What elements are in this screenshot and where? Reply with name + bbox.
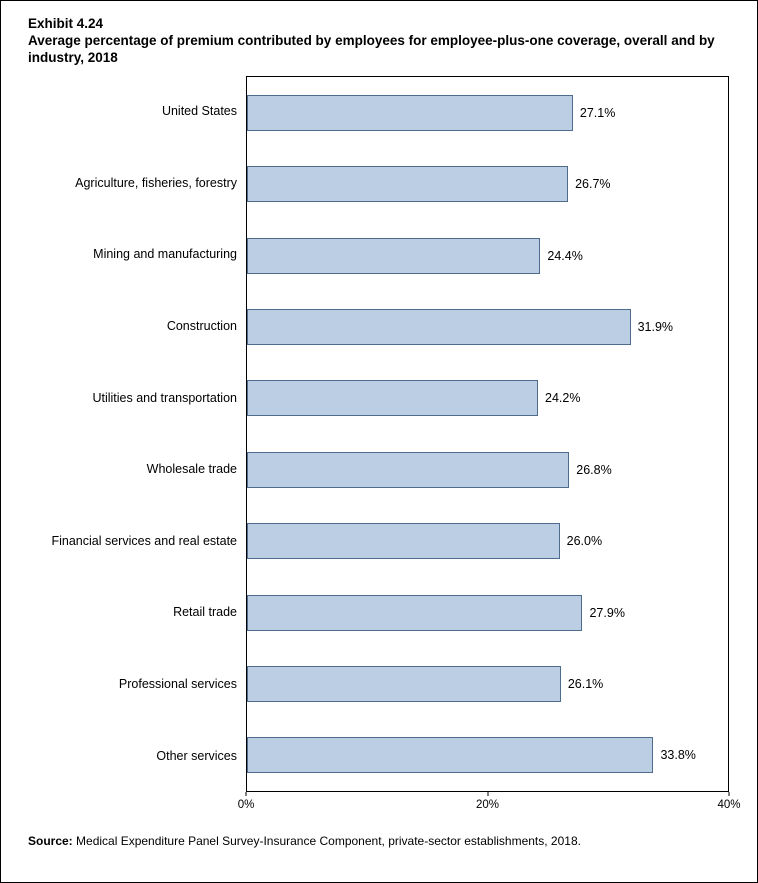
bar-row: 24.4% [247, 220, 728, 291]
category-label: Agriculture, fisheries, forestry [75, 175, 237, 190]
category-labels: United States Agriculture, fisheries, for… [29, 76, 246, 792]
bar-row: 27.9% [247, 577, 728, 648]
tick-label: 20% [475, 799, 500, 811]
category-label: Wholesale trade [146, 462, 237, 477]
tick-label: 0% [237, 799, 255, 811]
value-label: 24.4% [547, 248, 583, 263]
chart-title: Average percentage of premium contribute… [28, 33, 715, 65]
value-label: 26.7% [575, 177, 611, 192]
category-label: United States [161, 104, 237, 119]
category-label: Professional services [118, 677, 237, 692]
bar-row: 26.1% [247, 648, 728, 719]
bar [247, 594, 583, 631]
exhibit-number: Exhibit 4.24 [28, 16, 104, 31]
category-label: Mining and manufacturing [93, 247, 237, 262]
bar-row: 26.0% [247, 505, 728, 576]
value-label: 31.9% [637, 319, 674, 334]
value-label: 26.1% [567, 676, 604, 691]
bar [247, 94, 573, 131]
bar-row: 31.9% [247, 291, 728, 362]
bar-row: 33.8% [247, 720, 728, 791]
bar [247, 308, 631, 345]
value-label: 27.9% [589, 605, 625, 620]
source-prefix: Source: [28, 834, 73, 848]
value-label: 24.2% [545, 391, 581, 406]
bar [247, 380, 538, 417]
chart-header: Exhibit 4.24 Average percentage of premi… [1, 1, 757, 66]
bar-row: 24.2% [247, 363, 728, 434]
bar [247, 665, 561, 702]
bar [247, 523, 560, 560]
bar [247, 737, 654, 774]
source-note: Source: Medical Expenditure Panel Survey… [28, 834, 729, 848]
category-label: Other services [156, 748, 237, 763]
bar [247, 166, 569, 203]
x-axis: 0% 20% 40% [238, 792, 741, 816]
bar-row: 26.7% [247, 148, 728, 219]
tick-mark [245, 792, 247, 796]
category-label: Construction [166, 319, 237, 334]
tick-label: 40% [717, 799, 741, 811]
bar [247, 237, 541, 274]
category-label: Retail trade [173, 605, 237, 620]
bar-row: 27.1% [247, 77, 728, 148]
source-text: Medical Expenditure Panel Survey-Insuran… [72, 834, 581, 848]
category-label: Financial services and real estate [51, 533, 237, 548]
bar-row: 26.8% [247, 434, 728, 505]
plot-area: 27.1% 26.7% 24.4% 31.9% 24.2% 26.8% 26.0% 27.9%… [246, 76, 729, 792]
category-label: Utilities and transportation [92, 390, 237, 405]
bar [247, 451, 570, 488]
value-label: 27.1% [579, 105, 616, 120]
value-label: 33.8% [660, 748, 696, 763]
tick-mark [728, 792, 730, 796]
value-label: 26.0% [566, 534, 603, 549]
value-label: 26.8% [576, 462, 612, 477]
tick-mark [487, 792, 488, 796]
chart-area: United States Agriculture, fisheries, for… [29, 76, 729, 792]
